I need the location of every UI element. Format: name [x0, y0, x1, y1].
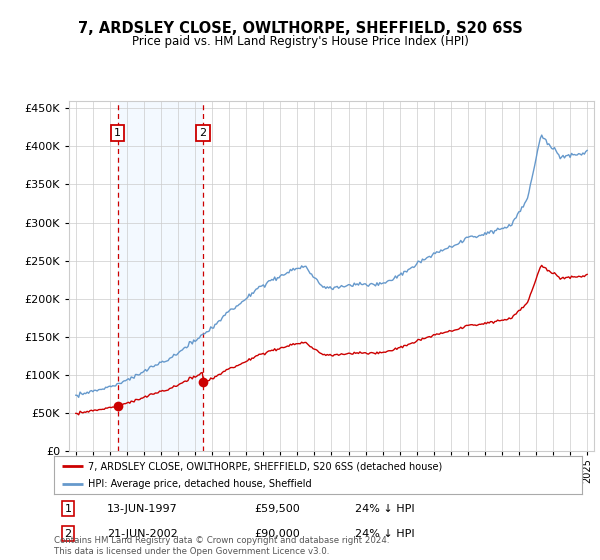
- Text: 1: 1: [65, 503, 71, 514]
- Text: HPI: Average price, detached house, Sheffield: HPI: Average price, detached house, Shef…: [88, 479, 312, 489]
- Text: 24% ↓ HPI: 24% ↓ HPI: [355, 529, 415, 539]
- Text: 13-JUN-1997: 13-JUN-1997: [107, 503, 178, 514]
- Text: Contains HM Land Registry data © Crown copyright and database right 2024.
This d: Contains HM Land Registry data © Crown c…: [54, 536, 389, 556]
- Text: 24% ↓ HPI: 24% ↓ HPI: [355, 503, 415, 514]
- Text: Price paid vs. HM Land Registry's House Price Index (HPI): Price paid vs. HM Land Registry's House …: [131, 35, 469, 48]
- Text: 7, ARDSLEY CLOSE, OWLTHORPE, SHEFFIELD, S20 6SS: 7, ARDSLEY CLOSE, OWLTHORPE, SHEFFIELD, …: [77, 21, 523, 36]
- Text: 2: 2: [199, 128, 206, 138]
- Text: 7, ARDSLEY CLOSE, OWLTHORPE, SHEFFIELD, S20 6SS (detached house): 7, ARDSLEY CLOSE, OWLTHORPE, SHEFFIELD, …: [88, 461, 443, 471]
- Text: £90,000: £90,000: [254, 529, 301, 539]
- Text: £59,500: £59,500: [254, 503, 301, 514]
- Text: 1: 1: [114, 128, 121, 138]
- Text: 21-JUN-2002: 21-JUN-2002: [107, 529, 178, 539]
- Bar: [118, 101, 203, 451]
- Text: 2: 2: [65, 529, 71, 539]
